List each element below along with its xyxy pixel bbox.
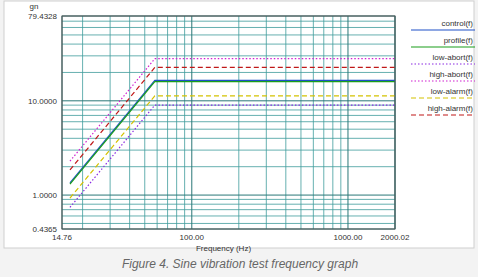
y-minor-grid-line bbox=[62, 215, 395, 216]
x-minor-grid-line bbox=[285, 16, 286, 229]
x-minor-grid-line bbox=[157, 16, 158, 229]
y-minor-grid-line bbox=[62, 109, 395, 110]
legend-label: low-alarm(f) bbox=[431, 87, 474, 96]
legend-swatch bbox=[411, 29, 475, 30]
x-minor-grid-line bbox=[184, 16, 185, 229]
chart-panel bbox=[4, 1, 474, 248]
y-minor-grid-line bbox=[62, 34, 395, 35]
legend-label: low-abort(f) bbox=[433, 53, 474, 62]
x-axis-label: Frequency (Hz) bbox=[196, 244, 251, 253]
y-grid-line bbox=[62, 195, 395, 196]
x-tick-label: 1000.00 bbox=[334, 233, 363, 242]
y-minor-grid-line bbox=[62, 223, 395, 224]
x-minor-grid-line bbox=[82, 16, 83, 229]
y-tick-label: 1.0000 bbox=[33, 191, 58, 200]
y-axis-label: gn bbox=[30, 2, 39, 11]
x-minor-grid-line bbox=[266, 16, 267, 229]
y-minor-grid-line bbox=[62, 150, 395, 151]
x-minor-grid-line bbox=[167, 16, 168, 229]
y-minor-grid-line bbox=[62, 129, 395, 130]
x-tick-label: 14.76 bbox=[52, 233, 73, 242]
legend-label: high-alarm(f) bbox=[428, 104, 474, 113]
y-grid-line bbox=[62, 100, 395, 101]
x-minor-grid-line bbox=[323, 16, 324, 229]
series-group bbox=[70, 59, 395, 208]
x-grid-line bbox=[347, 16, 348, 229]
x-minor-grid-line bbox=[176, 16, 177, 229]
legend-swatch bbox=[411, 46, 475, 47]
y-minor-grid-line bbox=[62, 121, 395, 122]
plot-background bbox=[62, 16, 395, 229]
chart: 14.76 100.00 1000.00 2000.02 0.4365 1.0000 10.… bbox=[0, 0, 478, 277]
x-grid-line bbox=[191, 16, 192, 229]
x-tick-label: 2000.02 bbox=[381, 233, 410, 242]
y-minor-grid-line bbox=[62, 166, 395, 167]
legend-swatch bbox=[411, 97, 475, 98]
x-minor-grid-line bbox=[144, 16, 145, 229]
grid bbox=[62, 16, 395, 229]
series-line bbox=[70, 59, 395, 161]
x-minor-grid-line bbox=[313, 16, 314, 229]
y-minor-grid-line bbox=[62, 44, 395, 45]
y-minor-grid-line bbox=[62, 204, 395, 205]
plot-frame bbox=[62, 16, 395, 229]
x-minor-grid-line bbox=[340, 16, 341, 229]
y-minor-grid-line bbox=[62, 199, 395, 200]
y-tick-label: 79.4328 bbox=[28, 12, 57, 21]
series-line bbox=[70, 82, 395, 184]
y-minor-grid-line bbox=[62, 209, 395, 210]
x-minor-grid-line bbox=[110, 16, 111, 229]
y-minor-grid-line bbox=[62, 138, 395, 139]
y-tick-label: 0.4365 bbox=[33, 225, 58, 234]
x-minor-grid-line bbox=[332, 16, 333, 229]
legend: control(f) profile(f) low-abort(f) high-abo… bbox=[411, 19, 475, 115]
legend-swatch bbox=[411, 63, 475, 64]
x-minor-grid-line bbox=[238, 16, 239, 229]
legend-swatch bbox=[411, 80, 475, 81]
series-line bbox=[70, 67, 395, 169]
y-minor-grid-line bbox=[62, 115, 395, 116]
y-minor-grid-line bbox=[62, 72, 395, 73]
caption: Figure 4. Sine vibration test frequency … bbox=[122, 257, 358, 271]
y-minor-grid-line bbox=[62, 21, 395, 22]
x-minor-grid-line bbox=[300, 16, 301, 229]
legend-label: control(f) bbox=[441, 19, 473, 28]
series-line bbox=[70, 105, 395, 207]
legend-swatch bbox=[411, 114, 475, 115]
legend-label: profile(f) bbox=[444, 36, 474, 45]
legend-label: high-abort(f) bbox=[429, 70, 473, 79]
x-minor-grid-line bbox=[129, 16, 130, 229]
y-minor-grid-line bbox=[62, 27, 395, 28]
x-tick-label: 100.00 bbox=[180, 233, 205, 242]
y-minor-grid-line bbox=[62, 55, 395, 56]
y-tick-label: 10.0000 bbox=[28, 97, 57, 106]
